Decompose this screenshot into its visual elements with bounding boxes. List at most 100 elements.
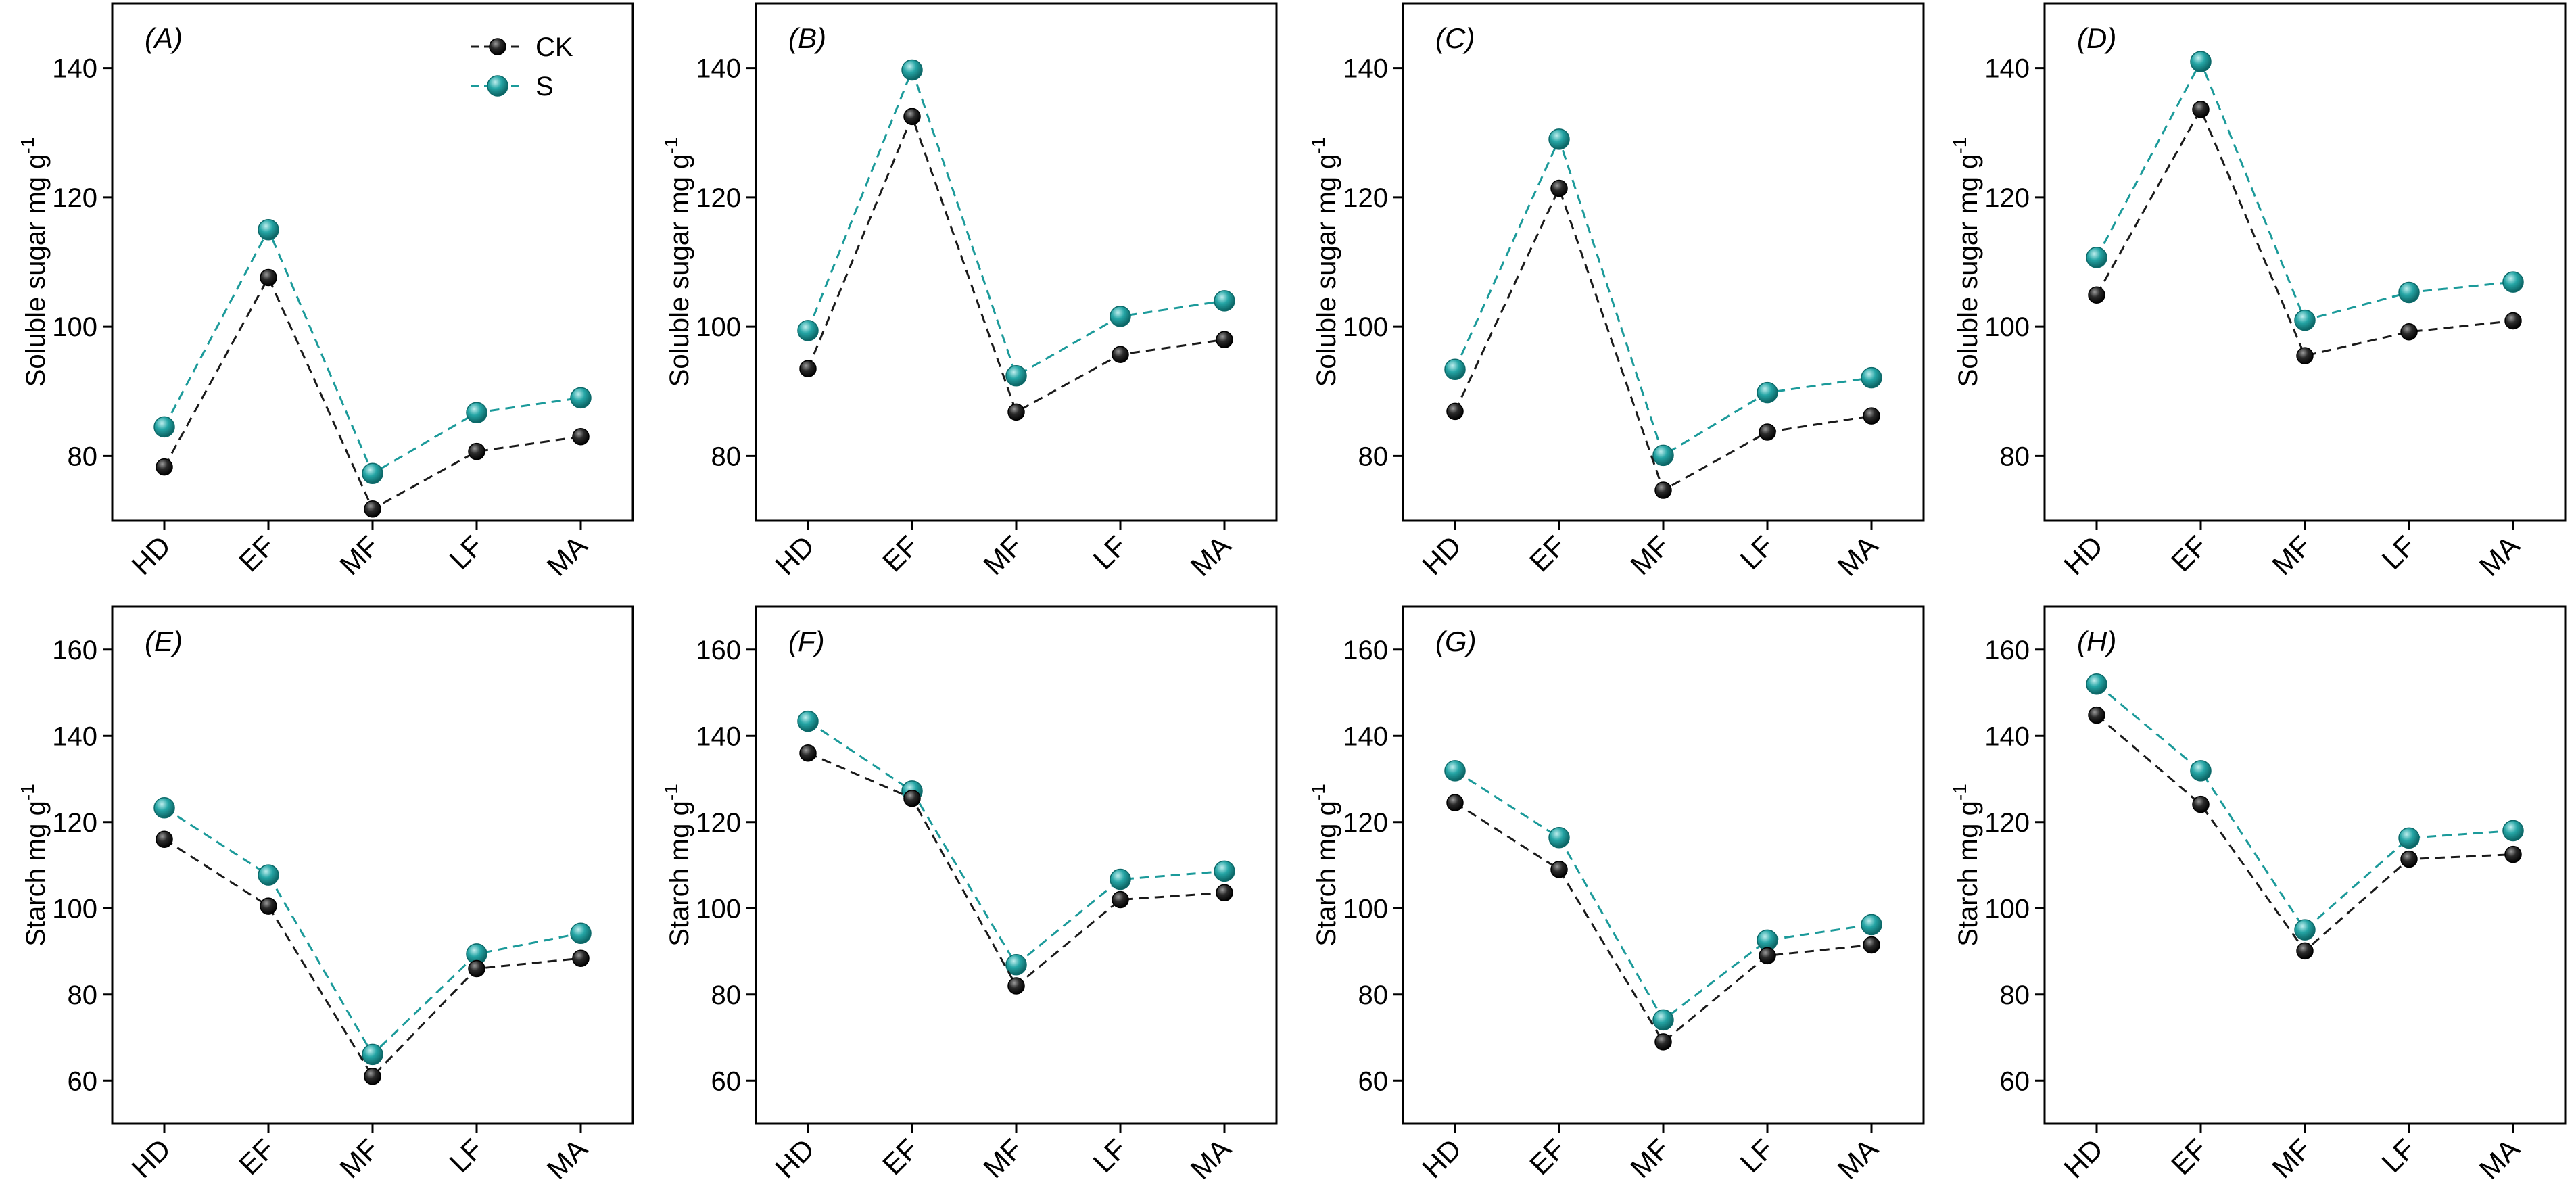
series-line-ck: [2096, 714, 2514, 953]
x-category-label: MA: [1832, 1133, 1884, 1185]
data-point-ck: [1216, 331, 1233, 348]
x-category-label: EF: [233, 529, 281, 577]
y-tick-label: 160: [1984, 636, 2030, 665]
x-category-label: EF: [1523, 529, 1571, 577]
data-point-ck: [1007, 977, 1025, 995]
data-point-ck: [260, 897, 277, 915]
y-tick-label: 80: [68, 980, 98, 1010]
data-point-s: [1214, 860, 1235, 882]
y-tick-label: 120: [52, 183, 97, 213]
data-point-ck: [260, 268, 277, 287]
data-point-s: [2398, 827, 2420, 849]
data-point-s: [2086, 673, 2107, 695]
data-point-s: [2190, 760, 2212, 782]
panel-tag: (H): [2077, 625, 2116, 657]
y-tick-label: 100: [696, 894, 741, 924]
y-tick-label: 80: [1358, 980, 1389, 1010]
y-tick-label: 60: [68, 1066, 98, 1096]
y-tick-label: 80: [2000, 442, 2030, 471]
data-point-ck: [903, 108, 921, 126]
panel-tag: (A): [145, 22, 183, 54]
y-tick-label: 120: [1343, 808, 1388, 838]
panel-a: 80 100 120 140 HD EF MF LF MA Soluble sugar mg g-…: [17, 2, 634, 582]
data-point-s: [1005, 365, 1027, 387]
x-category-label: MF: [2266, 529, 2317, 581]
data-point-ck: [1759, 947, 1776, 965]
panel-h: 60 80 100 120 140 160 HD EF MF LF MA Starch mg g-1 (…: [1949, 605, 2567, 1185]
data-point-ck: [364, 500, 381, 518]
y-tick-label: 100: [52, 312, 97, 342]
data-point-ck: [156, 830, 173, 848]
data-point-s: [258, 218, 279, 241]
data-point-s: [1757, 381, 1778, 404]
y-tick-label: 120: [696, 183, 741, 213]
data-point-ck: [903, 789, 921, 807]
series-line-s: [1454, 136, 1872, 457]
x-category-label: LF: [1734, 1133, 1780, 1179]
x-category-label: LF: [1734, 529, 1780, 575]
y-axis-label: Starch mg g-1: [661, 784, 694, 947]
data-point-s: [1652, 444, 1674, 467]
data-point-ck: [2088, 286, 2105, 304]
plot-frame: [111, 2, 634, 522]
panel-b: 80 100 120 140 HD EF MF LF MA Soluble sugar mg g-…: [661, 2, 1278, 582]
y-tick-label: 100: [696, 312, 741, 342]
y-tick-label: 60: [2000, 1066, 2030, 1096]
data-point-s: [2190, 51, 2212, 72]
x-category-label: HD: [1416, 1133, 1467, 1184]
series-line-ck: [2095, 107, 2514, 357]
x-category-label: MF: [1624, 529, 1675, 581]
x-category-label: MA: [2473, 1133, 2526, 1185]
y-tick-label: 80: [1358, 442, 1389, 471]
data-point-s: [258, 864, 279, 886]
y-tick-label: 100: [1984, 312, 2030, 342]
data-point-ck: [799, 744, 817, 762]
x-category-label: LF: [443, 1133, 489, 1179]
data-point-ck: [1446, 402, 1464, 421]
x-category-label: EF: [233, 1133, 281, 1181]
y-tick-label: 60: [1358, 1066, 1389, 1096]
y-tick-label: 120: [52, 808, 97, 838]
data-point-s: [1861, 366, 1882, 389]
data-point-ck: [2088, 706, 2105, 724]
x-category-label: HD: [769, 1133, 820, 1184]
data-point-s: [1652, 1009, 1674, 1031]
series-line-s: [1454, 769, 1872, 1022]
data-point-ck: [1863, 407, 1880, 425]
data-point-ck: [2400, 323, 2418, 341]
data-point-ck: [1446, 794, 1464, 811]
panel-tag: (F): [788, 625, 825, 657]
panel-d: 80 100 120 140 HD EF MF LF MA Soluble sugar mg g-…: [1949, 2, 2567, 582]
data-point-s: [466, 402, 487, 424]
x-category-label: EF: [2165, 529, 2213, 577]
y-tick-label: 140: [696, 54, 741, 84]
data-point-ck: [2504, 312, 2522, 330]
x-category-label: LF: [1087, 529, 1132, 575]
data-point-ck: [2504, 845, 2522, 863]
series-line-s: [2096, 683, 2514, 932]
data-point-ck: [2192, 795, 2210, 813]
panel-tag: (G): [1435, 625, 1477, 657]
data-point-ck: [364, 1068, 381, 1085]
plot-frame: [755, 605, 1278, 1125]
data-point-s: [570, 387, 592, 409]
x-category-label: LF: [1087, 1133, 1132, 1179]
data-point-s: [1548, 826, 1570, 849]
panel-tag: (C): [1435, 22, 1475, 54]
data-point-ck: [1550, 179, 1568, 197]
data-point-s: [797, 320, 819, 341]
data-point-s: [1444, 358, 1466, 380]
data-point-ck: [1863, 936, 1880, 954]
data-point-ck: [572, 427, 590, 446]
x-category-label: EF: [2165, 1133, 2213, 1181]
legend-label-ck: CK: [535, 32, 573, 62]
data-point-ck: [799, 360, 817, 378]
y-tick-label: 140: [52, 54, 97, 84]
data-point-ck: [2296, 942, 2314, 960]
data-point-ck: [1216, 884, 1233, 902]
y-tick-label: 140: [1343, 54, 1388, 84]
y-tick-label: 120: [1984, 808, 2030, 838]
y-tick-label: 160: [52, 636, 97, 665]
data-point-s: [362, 1043, 383, 1066]
